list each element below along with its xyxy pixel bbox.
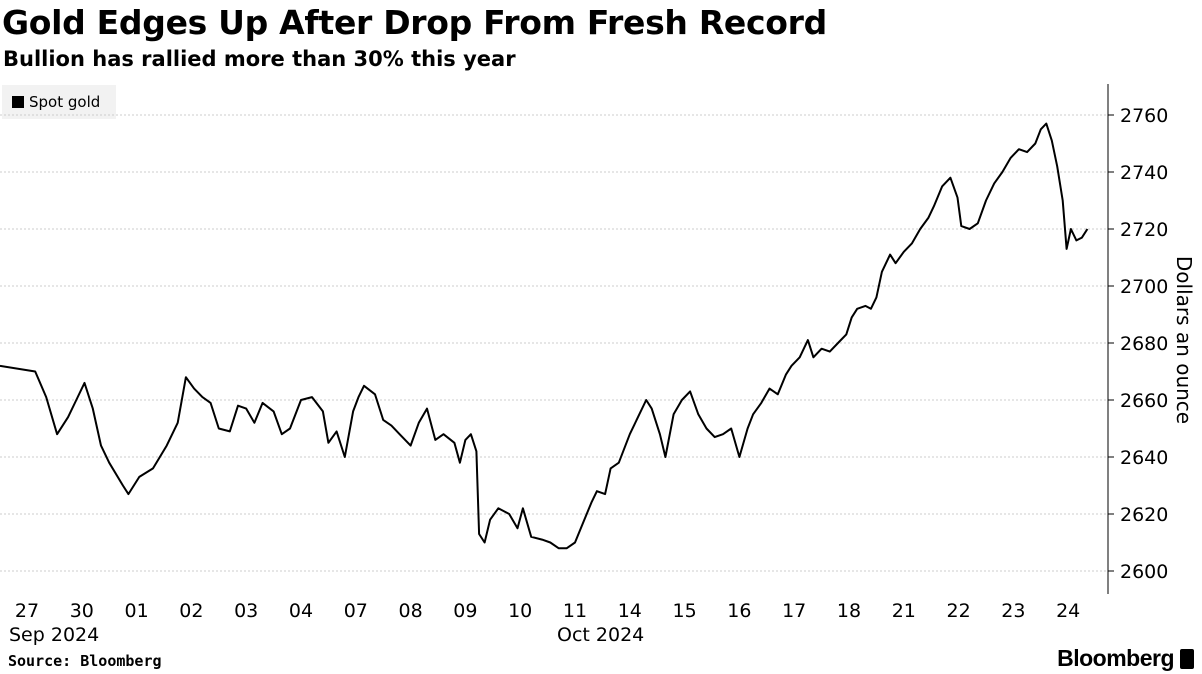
x-tick-label: 27 (15, 600, 39, 622)
brand-name: Bloomberg (1057, 645, 1174, 671)
y-tick-label: 2600 (1120, 561, 1168, 583)
x-tick-label: 30 (70, 600, 94, 622)
x-tick-label: 23 (1001, 600, 1025, 622)
y-tick-label: 2740 (1120, 162, 1168, 184)
y-axis: 2600 2620 2640 2660 2680 2700 2720 2740 2760 (1107, 84, 1168, 594)
y-tick-label: 2700 (1120, 276, 1168, 298)
legend-swatch (12, 96, 24, 108)
x-tick-label: 21 (892, 600, 916, 622)
x-tick-label: 08 (399, 600, 423, 622)
terminal-icon (1180, 648, 1194, 669)
x-tick-label: 22 (947, 600, 971, 622)
x-tick-label: 07 (344, 600, 368, 622)
x-tick-label: 15 (673, 600, 697, 622)
chart-subtitle: Bullion has rallied more than 30% this y… (3, 47, 516, 71)
x-tick-label: 01 (125, 600, 149, 622)
x-tick-label: 09 (453, 600, 477, 622)
x-axis: 27 30 01 02 03 04 07 08 09 10 11 14 15 16 17 18 21 22 23 24… (9, 600, 1080, 646)
x-tick-label: 10 (508, 600, 532, 622)
gridlines (0, 114, 1108, 572)
series-line-spot-gold (0, 122, 1089, 550)
x-tick-label: 11 (563, 600, 587, 622)
y-tick-label: 2760 (1120, 105, 1168, 127)
legend-label: Spot gold (29, 93, 101, 111)
x-tick-label: 03 (234, 600, 258, 622)
source-note: Source: Bloomberg (8, 652, 162, 670)
x-month-label: Oct 2024 (557, 624, 644, 646)
legend: Spot gold (2, 85, 116, 119)
y-axis-label: Dollars an ounce (1172, 256, 1196, 424)
x-month-label: Sep 2024 (9, 624, 99, 646)
x-tick-label: 14 (618, 600, 642, 622)
x-tick-label: 16 (727, 600, 751, 622)
x-tick-label: 18 (837, 600, 861, 622)
x-tick-label: 17 (782, 600, 806, 622)
y-tick-label: 2720 (1120, 219, 1168, 241)
x-tick-label: 02 (179, 600, 203, 622)
brand-logo: Bloomberg (1057, 645, 1194, 672)
chart-title: Gold Edges Up After Drop From Fresh Reco… (2, 3, 827, 42)
y-tick-label: 2660 (1120, 390, 1168, 412)
x-tick-label: 24 (1056, 600, 1080, 622)
y-tick-label: 2640 (1120, 447, 1168, 469)
x-tick-label: 04 (289, 600, 313, 622)
y-tick-label: 2620 (1120, 504, 1168, 526)
y-tick-label: 2680 (1120, 333, 1168, 355)
